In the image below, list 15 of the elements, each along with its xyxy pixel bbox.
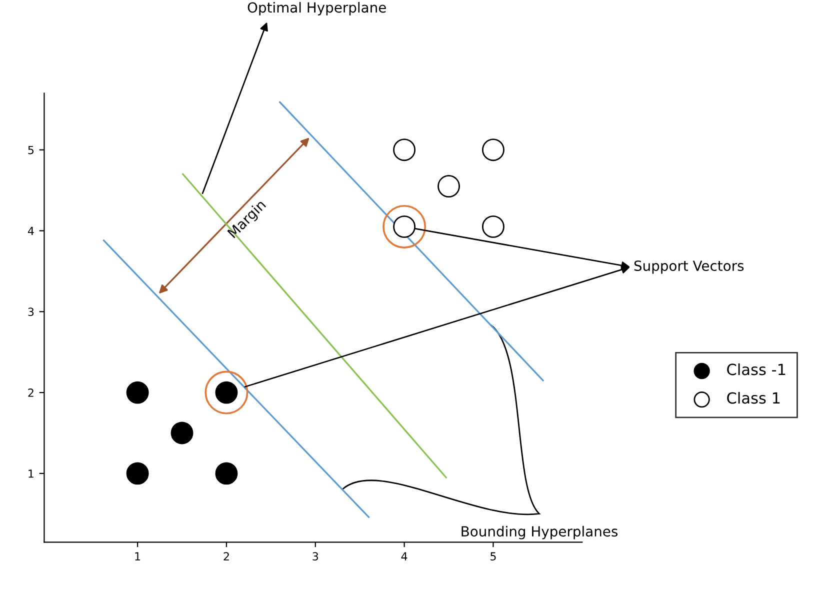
legend-label: Class -1 — [727, 363, 786, 376]
y-tick-label: 4 — [28, 226, 34, 235]
x-tick-label: 5 — [490, 552, 496, 561]
y-tick-label: 1 — [28, 470, 34, 478]
x-tick-label: 2 — [224, 552, 229, 560]
annotation: Support Vectors — [634, 260, 744, 274]
x-tick-label: 1 — [135, 552, 140, 560]
y-tick-label: 3 — [28, 308, 34, 316]
annotation: Optimal Hyperplane — [248, 2, 386, 16]
x-tick-label: 3 — [312, 552, 318, 561]
x-tick-label: 4 — [401, 552, 408, 560]
y-tick-label: 2 — [28, 388, 34, 397]
annotation: Bounding Hyperplanes — [462, 526, 618, 540]
legend-label: Class 1 — [727, 392, 780, 404]
y-tick-label: 5 — [28, 146, 34, 154]
